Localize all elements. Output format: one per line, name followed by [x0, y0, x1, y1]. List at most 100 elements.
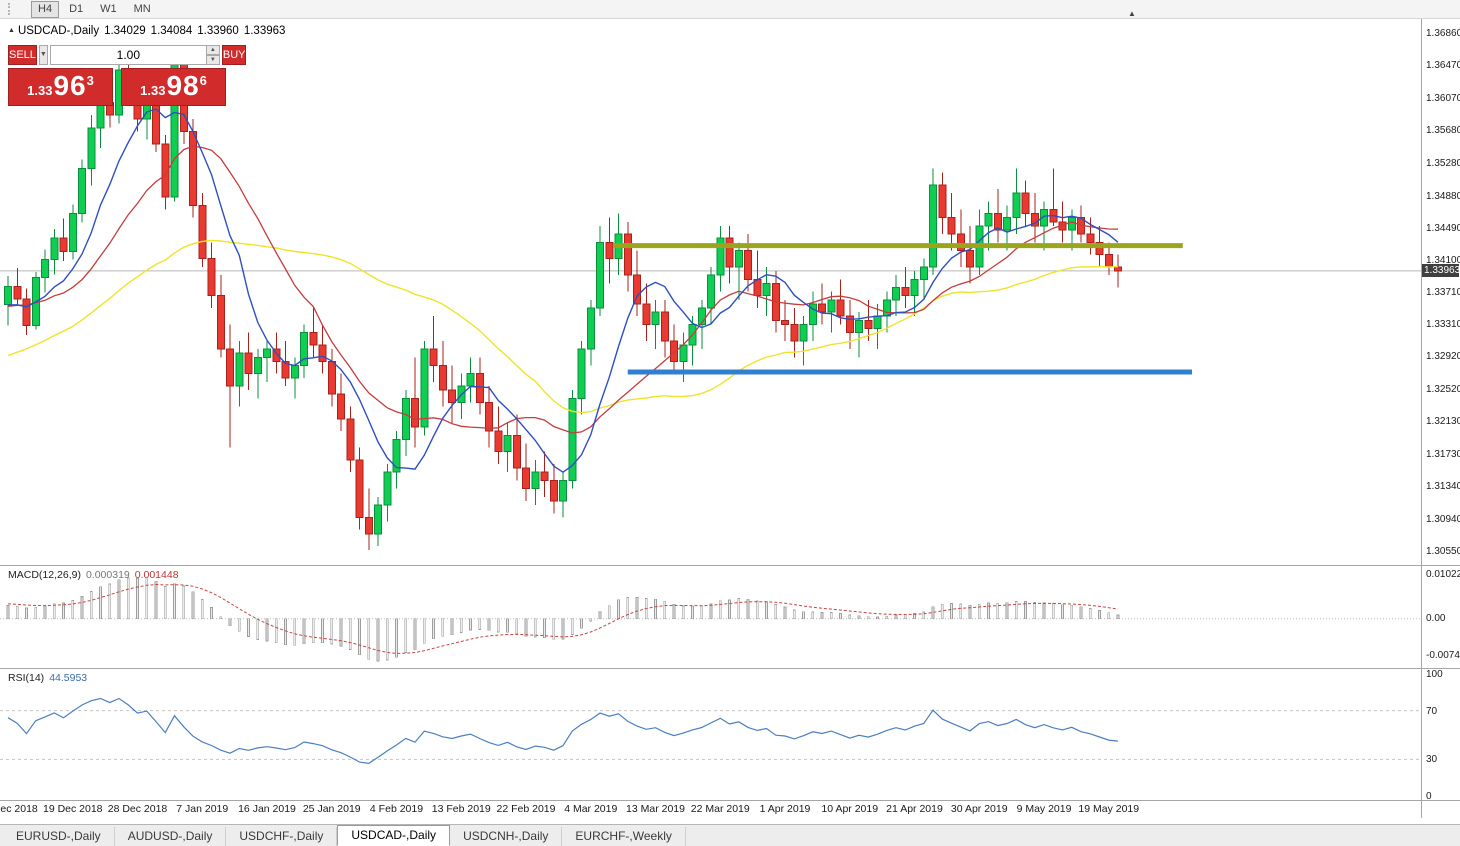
- timeframe-h4-button[interactable]: H4: [31, 0, 60, 18]
- chart-tab[interactable]: USDCHF-,Daily: [226, 827, 338, 846]
- volume-input[interactable]: [49, 45, 207, 65]
- date-axis-label: 13 Mar 2019: [626, 803, 685, 815]
- date-axis-label: 13 Feb 2019: [431, 803, 491, 815]
- rsi-axis-label: 70: [1426, 705, 1438, 717]
- ask-prefix: 1.33: [140, 83, 166, 98]
- price-axis-label: 1.36070: [1426, 92, 1460, 104]
- date-axis-label: 19 Dec 2018: [42, 803, 103, 815]
- price-axis-label: 1.32920: [1426, 351, 1460, 363]
- price-axis-label: 1.30550: [1426, 546, 1460, 558]
- price-axis-label: 1.33310: [1426, 319, 1460, 331]
- ma-fast-line: [7, 108, 1119, 474]
- date-axis-label: 4 Feb 2019: [369, 803, 424, 815]
- ask-pip-digit: 6: [199, 73, 207, 88]
- date-axis-label: 7 Jan 2019: [176, 803, 229, 815]
- bid-prefix: 1.33: [27, 83, 53, 98]
- ma-medium-line: [7, 145, 1119, 434]
- price-axis-label: 1.34100: [1426, 254, 1460, 266]
- dropdown-arrow-icon: ▼: [39, 51, 47, 58]
- volume-spinner: ▲ ▼: [206, 45, 220, 65]
- date-axis-label: 22 Mar 2019: [690, 803, 750, 815]
- date-axis-label: 16 Jan 2019: [238, 803, 296, 815]
- timeframe-toolbar: H4 D1 W1 MN: [0, 0, 1460, 19]
- bid-pip-digit: 3: [86, 73, 94, 88]
- macd-value-main: 0.000319: [85, 569, 130, 581]
- timeframe-mn-button[interactable]: MN: [127, 1, 158, 18]
- price-axis-label: 1.32130: [1426, 416, 1460, 428]
- ohlc-open: 1.34029: [104, 25, 146, 37]
- panel-separator-macd[interactable]: [0, 565, 1460, 566]
- date-axis-label: 22 Feb 2019: [496, 803, 556, 815]
- price-axis-label: 1.31340: [1426, 481, 1460, 493]
- volume-increase-button[interactable]: ▲: [206, 45, 220, 55]
- one-click-trading-panel: SELL ▼ ▲ ▼ BUY 1.33963 1.33986: [8, 45, 247, 106]
- ohlc-close: 1.33963: [243, 25, 286, 37]
- chart-tab[interactable]: EURUSD-,Daily: [3, 827, 115, 846]
- buy-price-display[interactable]: 1.33986: [121, 68, 226, 106]
- chart-end-marker-icon[interactable]: ▲: [1128, 9, 1136, 18]
- ohlc-low: 1.33960: [197, 25, 239, 37]
- price-axis-label: 1.32520: [1426, 384, 1460, 396]
- price-axis-label: 1.30940: [1426, 514, 1460, 526]
- macd-signal-line: [7, 583, 1119, 654]
- macd-histogram: [6, 577, 1120, 662]
- toolbar-grip[interactable]: [8, 3, 13, 15]
- price-axis-label: 1.36470: [1426, 59, 1460, 71]
- ohlc-high: 1.34084: [150, 25, 193, 37]
- price-axis-label: 1.36860: [1426, 27, 1460, 39]
- ask-big-digits: 98: [166, 70, 200, 101]
- price-axis-label: 1.35680: [1426, 124, 1460, 136]
- chart-symbol-period: USDCAD-,Daily: [17, 25, 100, 37]
- date-axis-label: 10 Dec 2018: [0, 803, 38, 815]
- price-axis-separator: [1421, 19, 1422, 818]
- timeframe-d1-button[interactable]: D1: [62, 1, 90, 18]
- price-axis-label: 1.33710: [1426, 286, 1460, 298]
- sell-button[interactable]: SELL: [8, 45, 37, 65]
- date-axis-label: 21 Apr 2019: [886, 803, 943, 815]
- volume-decrease-button[interactable]: ▼: [206, 55, 220, 65]
- buy-button[interactable]: BUY: [221, 45, 247, 65]
- date-axis-label: 30 Apr 2019: [950, 803, 1008, 815]
- current-price-badge: 1.33963: [1422, 263, 1460, 277]
- macd-panel-label: MACD(12,26,9) 0.000319 0.001448: [8, 569, 184, 581]
- price-axis-label: 1.31730: [1426, 449, 1460, 461]
- date-axis-label: 9 May 2019: [1016, 803, 1072, 815]
- candles-layer: [4, 51, 1122, 551]
- rsi-panel-label: RSI(14) 44.5953: [8, 672, 92, 684]
- chart-tab[interactable]: AUDUSD-,Daily: [115, 827, 227, 846]
- panel-separator-rsi[interactable]: [0, 668, 1460, 669]
- ma-slow-line: [7, 239, 1119, 414]
- price-axis-label: 1.34490: [1426, 222, 1460, 234]
- macd-axis-zero-label: 0.00: [1426, 612, 1446, 624]
- date-axis-label: 19 May 2019: [1078, 803, 1140, 815]
- date-axis-label: 25 Jan 2019: [302, 803, 361, 815]
- macd-axis-bottom-label: -0.007475: [1426, 650, 1460, 661]
- rsi-axis-label: 100: [1426, 669, 1443, 680]
- date-axis-label: 10 Apr 2019: [821, 803, 879, 815]
- rsi-axis-label: 0: [1426, 791, 1432, 802]
- macd-axis-top-label: 0.010225: [1426, 569, 1460, 580]
- sell-price-display[interactable]: 1.33963: [8, 68, 113, 106]
- panel-separator-dates: [0, 800, 1460, 801]
- macd-label-text: MACD(12,26,9): [8, 569, 81, 581]
- chart-tab[interactable]: USDCNH-,Daily: [450, 827, 563, 846]
- rsi-value: 44.5953: [49, 672, 88, 684]
- chart-tab[interactable]: EURCHF-,Weekly: [562, 827, 686, 846]
- price-axis-label: 1.34880: [1426, 190, 1460, 202]
- chart-title: ▲ USDCAD-,Daily 1.34029 1.34084 1.33960 1.339…: [8, 25, 290, 37]
- price-axis-label: 1.35280: [1426, 157, 1460, 169]
- rsi-line: [7, 697, 1119, 765]
- date-axis-label: 4 Mar 2019: [564, 803, 618, 815]
- chart-tabs-bar: EURUSD-,Daily AUDUSD-,Daily USDCHF-,Daily U…: [0, 824, 1460, 846]
- volume-dropdown-button[interactable]: ▼: [38, 45, 48, 65]
- date-axis-label: 1 Apr 2019: [759, 803, 811, 815]
- rsi-label-text: RSI(14): [8, 672, 45, 684]
- chart-tab[interactable]: USDCAD-,Daily: [337, 825, 451, 846]
- macd-value-signal: 0.001448: [134, 569, 179, 581]
- date-axis-label: 28 Dec 2018: [107, 803, 168, 815]
- timeframe-w1-button[interactable]: W1: [93, 1, 124, 18]
- rsi-axis-label: 30: [1426, 754, 1438, 766]
- bid-big-digits: 96: [53, 70, 87, 101]
